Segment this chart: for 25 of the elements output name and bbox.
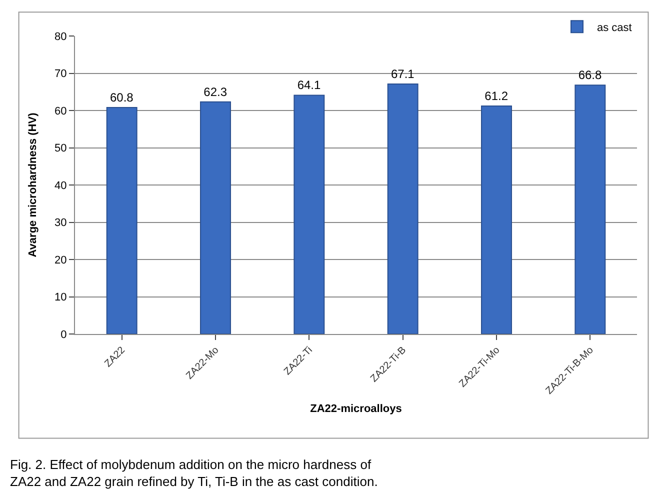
caption: Fig. 2. Effect of molybdenum addition on the micro hardness of ZA22 and ZA22 grain refined by Ti, Ti-B in the as cast condition. [10, 457, 378, 489]
bar [574, 84, 606, 334]
data-label: 61.2 [484, 89, 508, 104]
y-axis-title: Avarge microhardness (HV) [27, 112, 40, 258]
y-tick-label: 80 [54, 30, 67, 43]
y-tick-label: 50 [54, 142, 67, 155]
data-label: 62.3 [204, 84, 228, 99]
y-tick-label: 20 [54, 254, 67, 266]
y-tick-label: 70 [54, 68, 67, 80]
y-tick-label: 60 [54, 105, 67, 118]
x-axis-title: ZA22-microalloys [310, 402, 402, 415]
bar [481, 106, 512, 334]
bar [387, 84, 418, 334]
bar [200, 101, 231, 334]
y-tick-label: 40 [54, 180, 67, 192]
bar [106, 107, 138, 334]
data-label: 60.8 [110, 90, 134, 105]
legend-label: as cast [597, 22, 632, 34]
y-tick-label: 10 [54, 292, 67, 304]
bar [294, 94, 325, 334]
y-tick-label: 30 [54, 217, 67, 230]
data-label: 67.1 [390, 67, 415, 82]
data-label: 64.1 [297, 78, 322, 92]
y-tick-label: 0 [60, 328, 67, 341]
data-label: 66.8 [578, 68, 602, 82]
